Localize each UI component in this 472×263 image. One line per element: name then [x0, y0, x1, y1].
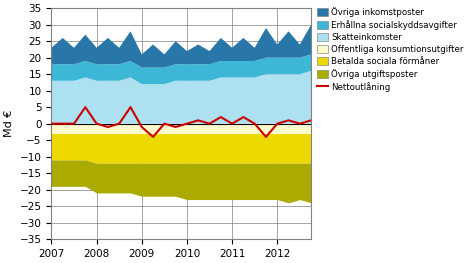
Y-axis label: Md €: Md € [4, 110, 14, 137]
Legend: Övriga inkomstposter, Erhållna socialskyddsavgifter, Skatteinkomster, Offentliga: Övriga inkomstposter, Erhållna socialsky… [314, 4, 467, 95]
